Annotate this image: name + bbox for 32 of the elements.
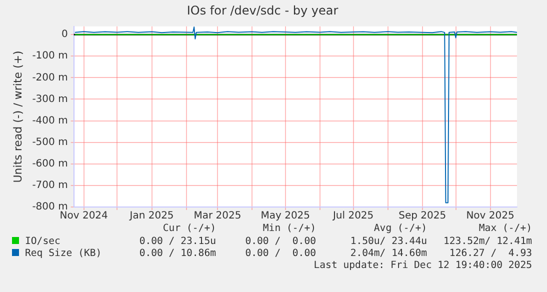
text: Avg (-/+) <box>374 223 427 234</box>
x-tick-label: Jul 2025 <box>332 210 374 222</box>
text: 0.00 / 0.00 <box>245 248 316 259</box>
text: 0.00 / 23.15u <box>139 236 216 247</box>
y-axis-title: Units read (-) / write (+) <box>11 50 24 183</box>
y-tick-label: -300 m <box>32 94 68 105</box>
x-tick-label: Nov 2024 <box>60 210 108 222</box>
text: 126.27 / 4.93 <box>449 248 532 259</box>
text: Cur (-/+) <box>162 223 216 234</box>
y-tick-label: -400 m <box>32 115 68 126</box>
y-tick-label: 0 <box>61 29 68 40</box>
text: Min (-/+) <box>262 223 316 234</box>
x-tick-label: May 2025 <box>260 210 310 222</box>
legend-label: Req Size (KB) <box>24 248 102 259</box>
text: 0.00 / 10.86m <box>139 248 216 259</box>
x-tick-label: Sep 2025 <box>398 210 446 222</box>
text: 0.00 / 0.00 <box>245 236 316 247</box>
text: 123.52m/ 12.41m <box>444 236 532 247</box>
x-tick-label: Nov 2025 <box>466 210 514 222</box>
chart-title: IOs for /dev/sdc - by year <box>186 3 338 18</box>
legend-label: IO/sec <box>24 236 60 247</box>
x-tick-label: Mar 2025 <box>194 210 242 222</box>
text: Max (-/+) <box>478 223 532 234</box>
y-tick-label: -700 m <box>32 180 68 192</box>
y-tick-label: -200 m <box>32 72 68 84</box>
y-tick-label: -500 m <box>32 136 68 148</box>
y-tick-label: -100 m <box>32 50 68 62</box>
text: Last update: Fri Dec 12 19:40:00 2025 <box>314 260 532 271</box>
x-tick-label: Jan 2025 <box>128 210 174 222</box>
text: 1.50u/ 23.44u <box>350 236 427 247</box>
text: 2.04m/ 14.60m <box>350 248 427 259</box>
y-tick-label: -600 m <box>32 158 68 170</box>
